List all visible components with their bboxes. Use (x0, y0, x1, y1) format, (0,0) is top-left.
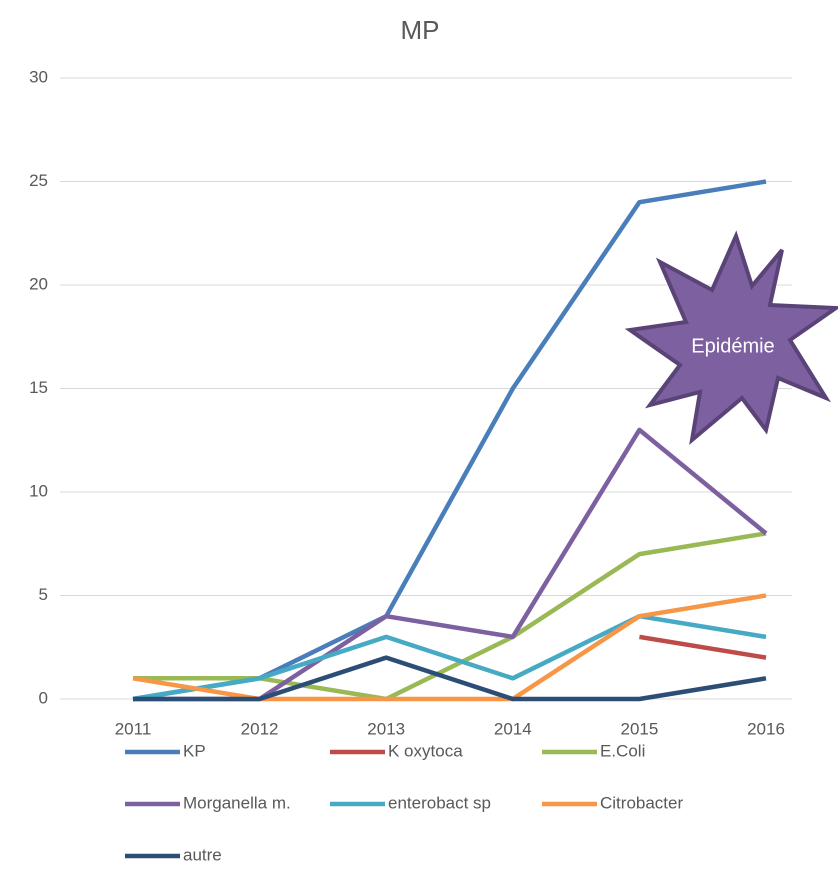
series-line (133, 655, 767, 702)
star-shape (624, 230, 838, 446)
legend-label: KP (183, 741, 206, 760)
legend-label: autre (183, 845, 222, 864)
legend-label: K oxytoca (388, 741, 463, 760)
series-line (132, 613, 767, 702)
series-line (132, 593, 767, 702)
x-tick-label: 2013 (367, 719, 405, 738)
legend-label: E.Coli (600, 741, 645, 760)
y-tick-label: 25 (29, 171, 48, 190)
x-tick-label: 2015 (620, 719, 658, 738)
legend-label: Morganella m. (183, 793, 291, 812)
y-tick-label: 15 (29, 378, 48, 397)
y-tick-label: 20 (29, 274, 48, 293)
series-line (133, 531, 767, 702)
y-tick-label: 5 (39, 585, 48, 604)
x-tick-label: 2014 (494, 719, 532, 738)
annotation-star: Epidémie (624, 230, 838, 446)
y-tick-label: 30 (29, 67, 48, 86)
x-tick-label: 2011 (115, 719, 152, 738)
x-tick-label: 2016 (747, 719, 785, 738)
annotation-text: Epidémie (691, 335, 774, 357)
legend-label: enterobact sp (388, 793, 491, 812)
y-tick-label: 10 (29, 481, 48, 500)
series-line (639, 634, 767, 660)
x-tick-label: 2012 (241, 719, 279, 738)
legend-label: Citrobacter (600, 793, 683, 812)
y-tick-label: 0 (39, 688, 48, 707)
chart-title: MP (401, 15, 440, 45)
